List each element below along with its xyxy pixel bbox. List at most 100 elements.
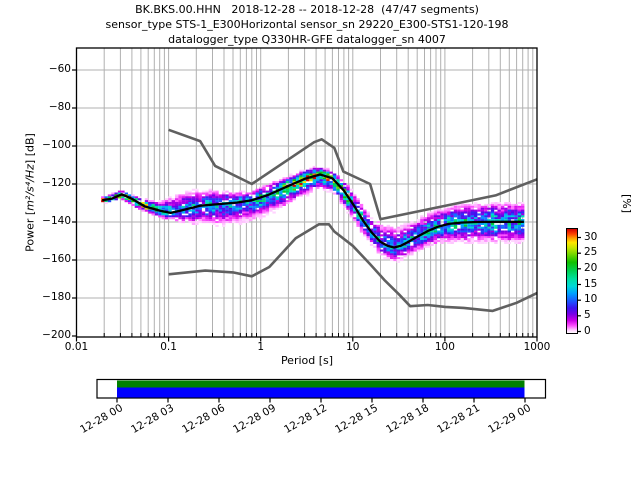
psd-histogram-cell — [484, 215, 488, 218]
psd-histogram-cell — [316, 183, 320, 186]
psd-histogram-cell — [218, 215, 223, 218]
psd-histogram-cell — [292, 175, 296, 178]
psd-histogram-cell — [433, 222, 438, 225]
psd-histogram-cell — [215, 194, 219, 197]
psd-histogram-cell — [521, 202, 525, 205]
psd-histogram-cell — [390, 232, 394, 235]
psd-histogram-cell — [383, 247, 387, 250]
psd-histogram-cell — [222, 222, 226, 225]
psd-histogram-cell — [201, 219, 206, 222]
psd-histogram-cell — [275, 202, 280, 205]
psd-histogram-cell — [235, 205, 239, 208]
psd-histogram-cell — [437, 240, 441, 243]
psd-histogram-cell — [285, 196, 290, 199]
psd-histogram-cell — [507, 213, 511, 216]
psd-histogram-cell — [279, 194, 283, 197]
psd-histogram-cell — [242, 203, 246, 206]
psd-histogram-cell — [390, 226, 394, 229]
psd-histogram-cell — [282, 196, 286, 199]
psd-histogram-cell — [517, 224, 522, 227]
psd-histogram-cell — [477, 207, 481, 210]
psd-histogram-cell — [396, 257, 401, 260]
psd-histogram-cell — [205, 202, 209, 205]
psd-histogram-cell — [390, 236, 394, 239]
psd-histogram-cell — [500, 234, 505, 237]
psd-histogram-cell — [507, 238, 511, 241]
psd-histogram-cell — [346, 211, 350, 214]
psd-histogram-cell — [265, 209, 270, 212]
psd-histogram-cell — [507, 236, 511, 239]
psd-histogram-cell — [205, 190, 209, 193]
psd-histogram-cell — [390, 230, 394, 233]
psd-histogram-cell — [168, 203, 172, 206]
psd-histogram-cell — [396, 247, 401, 250]
psd-histogram-cell — [511, 211, 515, 214]
psd-histogram-cell — [259, 198, 263, 201]
psd-histogram-cell — [487, 203, 491, 206]
psd-histogram-cell — [497, 238, 501, 241]
psd-histogram-cell — [416, 238, 421, 241]
psd-histogram-cell — [198, 215, 202, 218]
psd-histogram-cell — [521, 228, 525, 231]
psd-histogram-cell — [504, 234, 508, 237]
psd-histogram-cell — [406, 251, 411, 254]
psd-histogram-cell — [265, 196, 270, 199]
psd-histogram-cell — [188, 217, 192, 220]
psd-histogram-cell — [450, 219, 454, 222]
psd-histogram-cell — [225, 221, 229, 224]
psd-histogram-cell — [259, 203, 263, 206]
psd-histogram-cell — [245, 205, 249, 208]
psd-histogram-cell — [208, 192, 212, 195]
psd-histogram-cell — [346, 205, 350, 208]
psd-histogram-cell — [208, 211, 212, 214]
psd-histogram-cell — [396, 241, 401, 244]
psd-histogram-cell — [514, 236, 518, 239]
psd-histogram-cell — [514, 211, 518, 214]
psd-histogram-cell — [363, 228, 367, 231]
psd-histogram-cell — [312, 173, 317, 176]
psd-histogram-cell — [430, 217, 434, 220]
psd-histogram-cell — [326, 179, 330, 182]
psd-histogram-cell — [500, 209, 505, 212]
psd-histogram-cell — [316, 169, 320, 172]
y-tick-label: −80 — [48, 101, 71, 113]
psd-histogram-cell — [322, 171, 327, 174]
psd-histogram-cell — [447, 224, 451, 227]
psd-histogram-cell — [282, 203, 286, 206]
psd-histogram-cell — [242, 211, 246, 214]
psd-histogram-cell — [521, 230, 525, 233]
psd-histogram-cell — [494, 207, 498, 210]
psd-histogram-cell — [134, 205, 139, 208]
psd-histogram-cell — [504, 209, 508, 212]
psd-histogram-cell — [450, 232, 454, 235]
psd-histogram-cell — [463, 211, 468, 214]
psd-histogram-cell — [195, 190, 199, 193]
psd-histogram-cell — [500, 217, 505, 220]
psd-histogram-cell — [151, 205, 155, 208]
psd-histogram-cell — [440, 230, 444, 233]
psd-histogram-cell — [467, 219, 471, 222]
psd-histogram-cell — [477, 240, 481, 243]
psd-histogram-cell — [507, 226, 511, 229]
psd-histogram-cell — [302, 188, 307, 191]
psd-histogram-cell — [255, 192, 259, 195]
psd-histogram-cell — [514, 219, 518, 222]
colorbar-tick-label: 0 — [584, 324, 591, 337]
psd-histogram-cell — [359, 224, 364, 227]
psd-histogram-cell — [420, 247, 424, 250]
psd-histogram-cell — [467, 228, 471, 231]
psd-histogram-cell — [433, 241, 438, 244]
psd-histogram-cell — [255, 202, 259, 205]
psd-histogram-cell — [279, 205, 283, 208]
psd-histogram-cell — [299, 183, 303, 186]
psd-histogram-cell — [289, 179, 293, 182]
psd-histogram-cell — [494, 224, 498, 227]
psd-histogram-cell — [326, 186, 330, 189]
psd-histogram-cell — [316, 167, 320, 170]
psd-histogram-cell — [302, 192, 307, 195]
psd-histogram-cell — [453, 232, 458, 235]
psd-histogram-cell — [437, 234, 441, 237]
psd-histogram-cell — [480, 211, 485, 214]
psd-histogram-cell — [178, 200, 182, 203]
psd-histogram-cell — [507, 232, 511, 235]
